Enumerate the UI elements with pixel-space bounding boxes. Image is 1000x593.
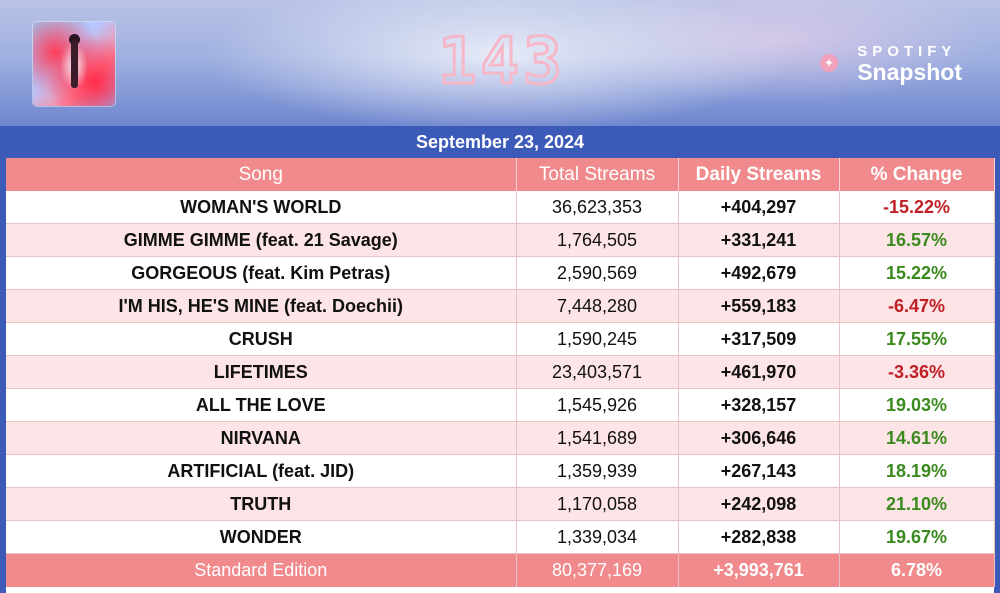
brand-bottom: Snapshot (857, 59, 962, 85)
edition-total-streams: 80,377,169 (516, 553, 679, 587)
table-row: GORGEOUS (feat. Kim Petras) 2,590,569 +492… (6, 256, 995, 290)
table-row: WONDER 1,339,034 +282,838 19.67% (6, 520, 995, 554)
song-title: LIFETIMES (6, 355, 517, 389)
daily-streams: +317,509 (678, 322, 840, 356)
table-row: GIMME GIMME (feat. 21 Savage) 1,764,505 +3… (6, 223, 995, 257)
total-streams: 1,541,689 (516, 421, 679, 455)
song-title: NIRVANA (6, 421, 517, 455)
table-row: NIRVANA 1,541,689 +306,646 14.61% (6, 421, 995, 455)
total-streams: 1,170,058 (516, 487, 679, 521)
total-streams: 1,590,245 (516, 322, 679, 356)
left-border (0, 126, 6, 593)
edition-percent-change: 6.78% (839, 553, 995, 587)
table-body: WOMAN'S WORLD 36,623,353 +404,297 -15.22% GI… (6, 191, 995, 587)
daily-streams: +404,297 (678, 191, 840, 224)
daily-streams: +331,241 (678, 223, 840, 257)
edition-daily-streams: +3,993,761 (678, 553, 840, 587)
percent-change: 16.57% (839, 223, 995, 257)
spotify-snapshot-brand: SPOTIFY Snapshot (857, 43, 962, 85)
song-title: WONDER (6, 520, 517, 554)
column-header-change: % Change (839, 158, 995, 191)
column-header-total: Total Streams (516, 158, 679, 191)
song-title: ALL THE LOVE (6, 388, 517, 422)
brand-top: SPOTIFY (857, 43, 957, 60)
total-streams: 1,545,926 (516, 388, 679, 422)
table-footer-row: Standard Edition 80,377,169 +3,993,761 6.78… (6, 553, 995, 587)
table-row: ARTIFICIAL (feat. JID) 1,359,939 +267,143 1… (6, 454, 995, 488)
daily-streams: +461,970 (678, 355, 840, 389)
song-title: CRUSH (6, 322, 517, 356)
daily-streams: +306,646 (678, 421, 840, 455)
right-border (994, 126, 1000, 593)
total-streams: 1,764,505 (516, 223, 679, 257)
total-streams: 1,359,939 (516, 454, 679, 488)
table-header-row: Song Total Streams Daily Streams % Chang… (6, 158, 995, 191)
bird-icon: ✦ (820, 54, 838, 72)
table-row: CRUSH 1,590,245 +317,509 17.55% (6, 322, 995, 356)
table-row: ALL THE LOVE 1,545,926 +328,157 19.03% (6, 388, 995, 422)
daily-streams: +492,679 (678, 256, 840, 290)
percent-change: 19.03% (839, 388, 995, 422)
song-title: WOMAN'S WORLD (6, 191, 517, 224)
daily-streams: +242,098 (678, 487, 840, 521)
total-streams: 36,623,353 (516, 191, 679, 224)
percent-change: 17.55% (839, 322, 995, 356)
daily-streams: +282,838 (678, 520, 840, 554)
table-row: LIFETIMES 23,403,571 +461,970 -3.36% (6, 355, 995, 389)
total-streams: 2,590,569 (516, 256, 679, 290)
song-title: TRUTH (6, 487, 517, 521)
total-streams: 7,448,280 (516, 289, 679, 323)
song-title: GORGEOUS (feat. Kim Petras) (6, 256, 517, 290)
daily-streams: +559,183 (678, 289, 840, 323)
album-cover (33, 22, 115, 106)
song-title: I'M HIS, HE'S MINE (feat. Doechii) (6, 289, 517, 323)
edition-label: Standard Edition (6, 553, 517, 587)
table-row: WOMAN'S WORLD 36,623,353 +404,297 -15.22% (6, 191, 995, 224)
total-streams: 1,339,034 (516, 520, 679, 554)
percent-change: 21.10% (839, 487, 995, 521)
percent-change: 15.22% (839, 256, 995, 290)
table-row: TRUTH 1,170,058 +242,098 21.10% (6, 487, 995, 521)
song-title: ARTIFICIAL (feat. JID) (6, 454, 517, 488)
streams-table: Song Total Streams Daily Streams % Chang… (6, 158, 995, 587)
album-banner: 143 ✦ SPOTIFY Snapshot (0, 0, 1000, 126)
total-streams: 23,403,571 (516, 355, 679, 389)
percent-change: 14.61% (839, 421, 995, 455)
percent-change: 18.19% (839, 454, 995, 488)
column-header-daily: Daily Streams (678, 158, 840, 191)
date-bar: September 23, 2024 (6, 126, 994, 158)
table-row: I'M HIS, HE'S MINE (feat. Doechii) 7,448,… (6, 289, 995, 323)
percent-change: 19.67% (839, 520, 995, 554)
percent-change: -3.36% (839, 355, 995, 389)
daily-streams: +267,143 (678, 454, 840, 488)
album-logo: 143 (437, 25, 566, 99)
song-title: GIMME GIMME (feat. 21 Savage) (6, 223, 517, 257)
percent-change: -15.22% (839, 191, 995, 224)
column-header-song: Song (6, 158, 517, 191)
percent-change: -6.47% (839, 289, 995, 323)
daily-streams: +328,157 (678, 388, 840, 422)
